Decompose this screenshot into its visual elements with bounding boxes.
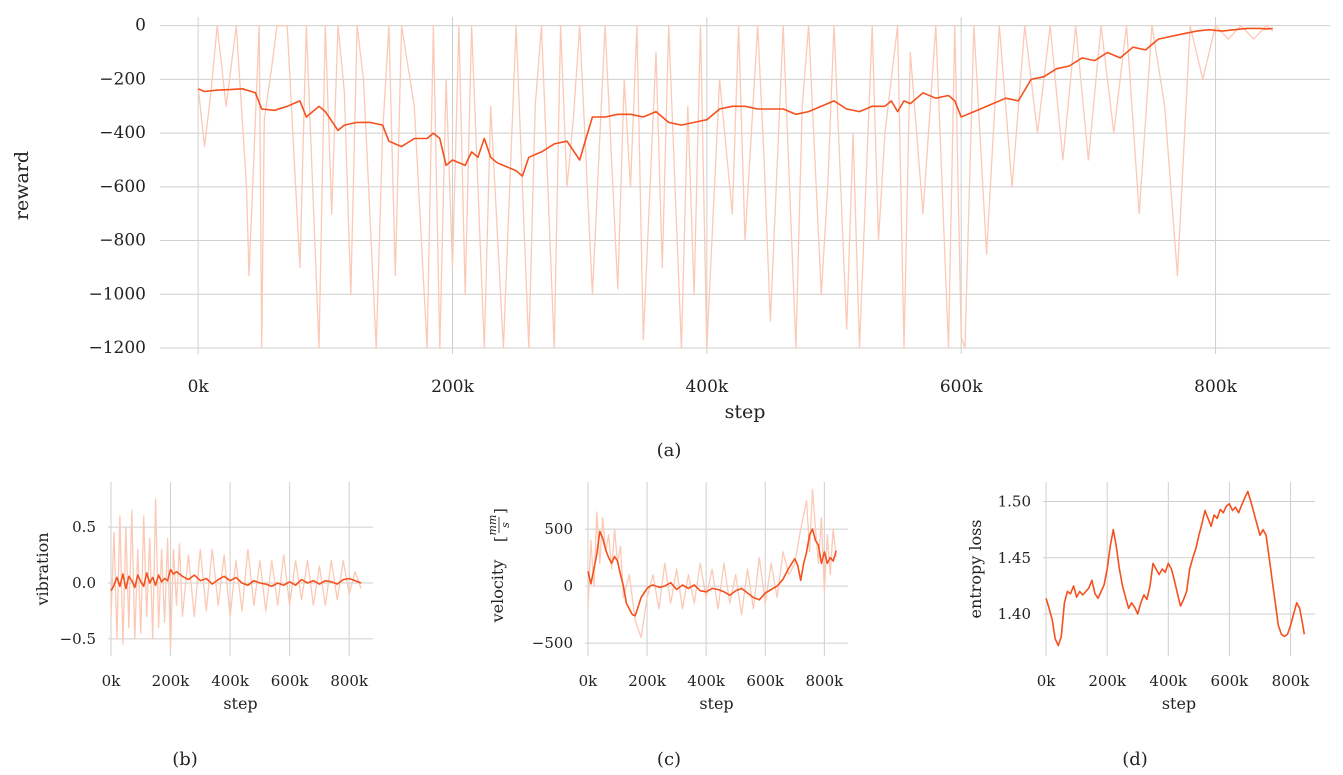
y-axis-label: vibration bbox=[33, 532, 52, 606]
subfigure-caption: (d) bbox=[1122, 749, 1148, 770]
y-tick-label: 0 bbox=[135, 16, 146, 36]
y-axis-label: reward bbox=[11, 151, 33, 220]
y-axis-label-group: reward bbox=[11, 151, 33, 220]
y-tick-label: 0.5 bbox=[72, 518, 96, 536]
x-tick-label: 400k bbox=[211, 672, 250, 690]
x-tick-label: 600k bbox=[1211, 672, 1250, 690]
x-tick-label: 200k bbox=[1088, 672, 1127, 690]
y-axis-label-group: velocity [mm s] bbox=[486, 508, 512, 623]
y-axis-label-group: entropy loss bbox=[966, 519, 985, 618]
x-tick-label: 600k bbox=[940, 377, 983, 397]
x-tick-label: 200k bbox=[152, 672, 191, 690]
unit-numerator: mm bbox=[486, 515, 499, 536]
x-tick-label: 400k bbox=[1149, 672, 1188, 690]
y-tick-label: −1200 bbox=[88, 338, 146, 358]
x-tick-label: 0k bbox=[579, 672, 599, 690]
x-tick-label: 200k bbox=[628, 672, 667, 690]
smoothed-series-line bbox=[110, 568, 362, 592]
y-axis-label: entropy loss bbox=[966, 519, 985, 618]
x-axis-label: step bbox=[699, 694, 733, 713]
x-tick-label: 800k bbox=[805, 672, 844, 690]
x-axis-label: step bbox=[1162, 694, 1196, 713]
y-tick-label: −800 bbox=[99, 231, 146, 251]
x-tick-label: 0k bbox=[188, 377, 210, 397]
x-tick-label: 600k bbox=[746, 672, 785, 690]
x-tick-label: 800k bbox=[1194, 377, 1237, 397]
unit-bracket-right: ] bbox=[491, 508, 509, 514]
x-axis-label: step bbox=[223, 694, 257, 713]
y-tick-label: −400 bbox=[99, 123, 146, 143]
x-axis-label: step bbox=[725, 401, 766, 423]
x-tick-label: 0k bbox=[1037, 672, 1057, 690]
smoothed-series-line bbox=[197, 27, 1273, 177]
y-tick-label: 0 bbox=[563, 577, 573, 595]
smoothed-series-line bbox=[1045, 490, 1306, 647]
x-tick-label: 400k bbox=[685, 377, 728, 397]
x-tick-label: 800k bbox=[1272, 672, 1311, 690]
y-tick-label: 1.40 bbox=[998, 605, 1031, 623]
y-tick-label: 500 bbox=[544, 520, 573, 538]
x-tick-label: 200k bbox=[431, 377, 474, 397]
y-tick-label: −200 bbox=[99, 69, 146, 89]
y-tick-label: −500 bbox=[532, 634, 573, 652]
chart-d: 0k 200k 400k 600k 800k 1.50 1.45 1.40 step entrop… bbox=[966, 482, 1315, 770]
y-tick-label: −1000 bbox=[88, 284, 146, 304]
unit-denominator: s bbox=[499, 522, 512, 528]
raw-series-line bbox=[110, 498, 362, 651]
raw-series-line bbox=[197, 25, 1274, 349]
chart-c: 0k 200k 400k 600k 800k 500 0 −500 step velocity [m… bbox=[486, 482, 848, 770]
subfigure-caption: (c) bbox=[657, 749, 681, 770]
unit-bracket-left: [ bbox=[491, 536, 509, 542]
y-tick-label: 0.0 bbox=[72, 574, 96, 592]
chart-b: 0k 200k 400k 600k 800k 0.5 0.0 −0.5 step vibratio… bbox=[33, 482, 373, 770]
subfigure-caption: (b) bbox=[172, 749, 198, 770]
raw-series-line bbox=[587, 488, 837, 639]
x-tick-label: 0k bbox=[102, 672, 122, 690]
subfigure-caption: (a) bbox=[657, 440, 682, 461]
x-tick-label: 400k bbox=[687, 672, 726, 690]
chart-a: 0k 200k 400k 600k 800k 0 −200 −400 −600 −800 −1000… bbox=[11, 16, 1330, 461]
x-tick-label: 800k bbox=[330, 672, 369, 690]
y-tick-label: 1.50 bbox=[998, 493, 1031, 511]
y-tick-label: −600 bbox=[99, 177, 146, 197]
y-axis-label: velocity bbox=[488, 560, 507, 624]
y-axis-label-group: vibration bbox=[33, 532, 52, 606]
y-tick-label: 1.45 bbox=[998, 549, 1031, 567]
smoothed-series-line bbox=[587, 528, 837, 617]
x-tick-label: 600k bbox=[271, 672, 310, 690]
y-tick-label: −0.5 bbox=[60, 630, 96, 648]
